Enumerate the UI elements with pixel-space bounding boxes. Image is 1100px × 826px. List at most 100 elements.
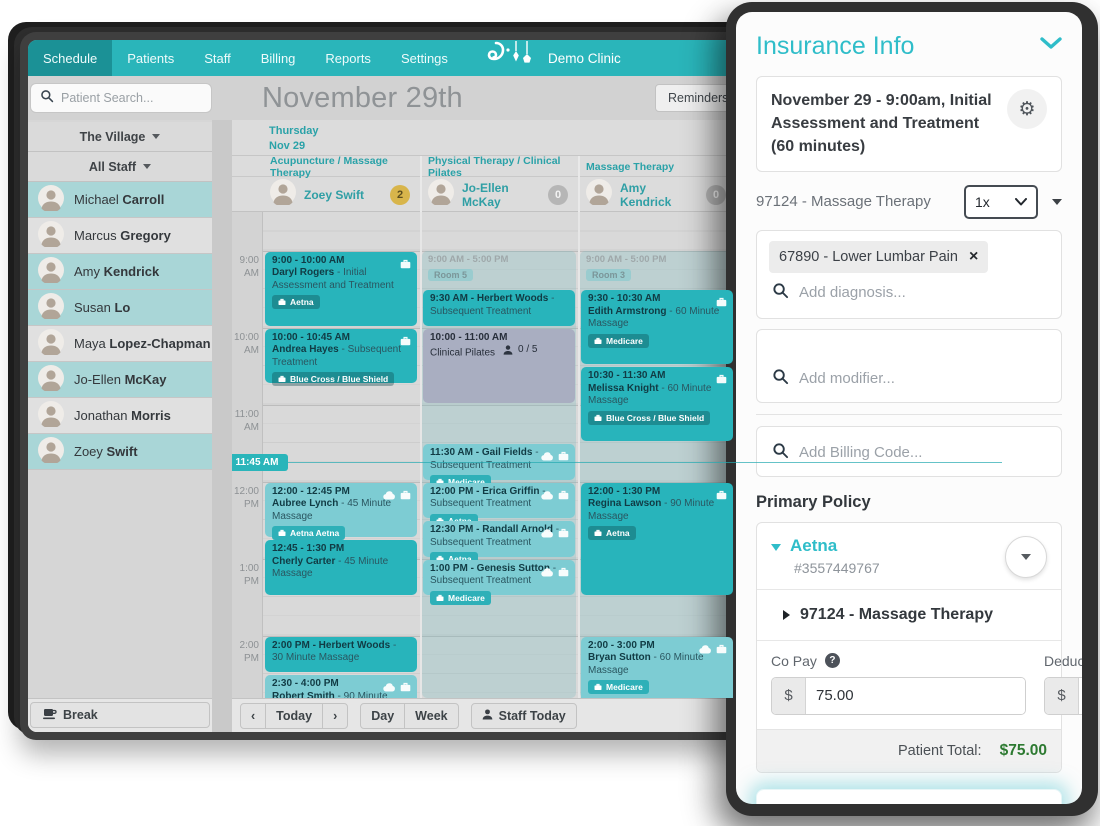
expand-triangle-icon	[771, 543, 781, 551]
event-title: Robert Smith - 90 Minute Massage	[272, 690, 388, 699]
appointment-event[interactable]: 12:45 - 1:30 PM Cherly Carter - 45 Minute…	[265, 540, 417, 595]
staff-header[interactable]: Amy Kendrick 0	[580, 177, 734, 212]
insurer-badge: Aetna	[588, 526, 636, 540]
room-event-time: 9:00 AM - 5:00 PM	[586, 253, 667, 265]
appointment-event[interactable]: 12:00 - 1:30 PM Regina Lawson - 90 Minute…	[581, 482, 733, 595]
appointment-event[interactable]: 12:00 PM - Erica Griffin - Subsequent Tr…	[423, 482, 575, 528]
week-view-button[interactable]: Week	[404, 703, 459, 729]
policy-code-label: 97124 - Massage Therapy	[800, 605, 993, 623]
add-modifier-row	[769, 340, 1049, 394]
add-billing-row	[769, 433, 1049, 468]
appointment-event[interactable]: 2:00 - 3:00 PM Bryan Sutton - 60 Minute M…	[581, 636, 733, 698]
help-icon[interactable]: ?	[824, 653, 840, 669]
appointment-event[interactable]: 1:00 PM - Genesis Sutton - Subsequent Tr…	[423, 559, 575, 605]
staff-row-swift[interactable]: Zoey Swift	[28, 434, 212, 470]
appointment-event[interactable]: 10:00 - 10:45 AM Andrea Hayes - Subsequen…	[265, 328, 417, 386]
staff-header[interactable]: Zoey Swift 2	[264, 177, 418, 212]
break-label: Break	[63, 708, 98, 722]
divider	[756, 413, 1062, 415]
insurer-row[interactable]: Aetna	[771, 536, 880, 556]
tab-billing[interactable]: Billing	[260, 50, 296, 66]
collapse-chevron-icon[interactable]	[1040, 37, 1062, 55]
modifier-box	[756, 328, 1062, 403]
prev-day-button[interactable]: ‹	[240, 703, 267, 729]
staff-row-mckay[interactable]: Jo-Ellen McKay	[28, 362, 212, 398]
tab-schedule[interactable]: Schedule	[28, 40, 113, 76]
collapsed-triangle-icon	[783, 609, 790, 620]
insurer-name: Aetna	[790, 535, 838, 555]
break-button[interactable]: Break	[30, 702, 210, 728]
event-icons	[383, 679, 411, 697]
staff-row-morris[interactable]: Jonathan Morris	[28, 398, 212, 434]
add-modifier-input[interactable]	[799, 370, 1046, 388]
staff-today-button[interactable]: Staff Today	[470, 703, 577, 729]
staff-row-lopez-chapman[interactable]: Maya Lopez-Chapman	[28, 326, 212, 362]
appointment-event[interactable]: 11:30 AM - Gail Fields - Subsequent Trea…	[423, 444, 575, 489]
staff-row-gregory[interactable]: Marcus Gregory	[28, 218, 212, 254]
deductible-input[interactable]	[1079, 677, 1082, 714]
copay-label: Co Pay	[771, 652, 817, 669]
policy-code-row[interactable]: 97124 - Massage Therapy	[757, 588, 1061, 640]
appointment-event[interactable]: 10:00 - 11:00 AM Clinical Pilates 0 / 5	[423, 328, 575, 403]
patient-search-input[interactable]	[61, 91, 202, 105]
room-badge: Room 5	[428, 268, 474, 281]
add-billing-input[interactable]	[799, 444, 1046, 462]
appointment-event[interactable]: 10:30 - 11:30 AM Melissa Knight - 60 Minu…	[581, 367, 733, 441]
briefcase-icon	[558, 525, 569, 543]
day-view-button[interactable]: Day	[360, 703, 406, 729]
tab-staff[interactable]: Staff	[204, 50, 231, 66]
staff-header[interactable]: Jo-Ellen McKay 0	[422, 177, 576, 212]
day-label: Thursday Nov 29	[269, 125, 319, 152]
next-day-button[interactable]: ›	[322, 703, 349, 729]
tab-patients[interactable]: Patients	[127, 50, 175, 66]
appointment-event[interactable]: 9:30 AM - Herbert Woods - Subsequent Tre…	[423, 290, 575, 326]
avatar	[428, 179, 454, 210]
appointment-event[interactable]: 12:30 PM - Randall Arnold - Subsequent T…	[423, 521, 575, 566]
appointment-event[interactable]: 12:00 - 12:45 PM Aubree Lynch - 45 Minute…	[265, 482, 417, 540]
today-button[interactable]: Today	[265, 703, 324, 729]
patient-search[interactable]	[30, 83, 212, 113]
avatar	[38, 293, 64, 322]
insurer-badge: Blue Cross / Blue Shield	[272, 372, 395, 386]
add-diagnosis-input[interactable]	[799, 284, 1046, 302]
staff-row-kendrick[interactable]: Amy Kendrick	[28, 254, 212, 290]
settings-button[interactable]: ⚙	[1007, 89, 1047, 129]
event-time: 9:00 - 10:00 AM	[272, 254, 345, 266]
chevron-down-icon	[152, 134, 161, 139]
pay-button[interactable]: Pay	[756, 788, 1062, 804]
add-diagnosis-row	[769, 273, 1049, 308]
calendar-date-header: Thursday Nov 29	[232, 120, 1002, 156]
staff-name: Marcus Gregory	[74, 228, 171, 243]
chevron-down-icon	[1021, 553, 1031, 560]
chevron-right-icon: ›	[333, 709, 338, 723]
tab-settings[interactable]: Settings	[400, 50, 448, 66]
avatar	[38, 221, 64, 250]
avatar	[270, 179, 296, 210]
time-label: 1:00 PM	[239, 562, 259, 587]
copay-input[interactable]	[806, 677, 1025, 714]
avatar	[38, 365, 64, 394]
staff-filter-select[interactable]: All Staff	[28, 152, 212, 182]
appointment-event[interactable]: 2:00 PM - Herbert Woods - 30 Minute Mass…	[265, 636, 417, 672]
person-icon	[482, 709, 493, 723]
insurance-panel-window: Insurance Info November 29 - 9:00am, Ini…	[726, 2, 1098, 816]
tab-reports[interactable]: Reports	[325, 50, 371, 66]
copay-section: Co Pay ? $ Deductible ?	[757, 639, 1082, 729]
currency-prefix: $	[772, 677, 806, 714]
policy-dropdown-button[interactable]	[1005, 535, 1047, 578]
staff-row-lo[interactable]: Susan Lo	[28, 290, 212, 326]
code-options-caret[interactable]	[1052, 198, 1062, 205]
hour-line	[263, 250, 1002, 252]
cloud-icon	[699, 641, 712, 659]
staff-name: Zoey Swift	[74, 444, 138, 459]
staff-row-carroll[interactable]: Michael Carroll	[28, 182, 212, 218]
event-title: Bryan Sutton - 60 Minute Massage	[588, 652, 704, 676]
location-select[interactable]: The Village	[28, 122, 212, 152]
event-title: 12:00 PM - Erica Griffin - Subsequent Tr…	[430, 485, 546, 510]
units-select[interactable]: 1x	[964, 184, 1038, 219]
avatar	[586, 179, 612, 210]
remove-tag-icon[interactable]: ×	[968, 247, 979, 265]
appointment-event[interactable]: 9:00 - 10:00 AM Daryl Rogers - Initial As…	[265, 251, 417, 326]
appointment-event[interactable]: 9:30 - 10:30 AM Edith Armstrong - 60 Minu…	[581, 290, 733, 364]
